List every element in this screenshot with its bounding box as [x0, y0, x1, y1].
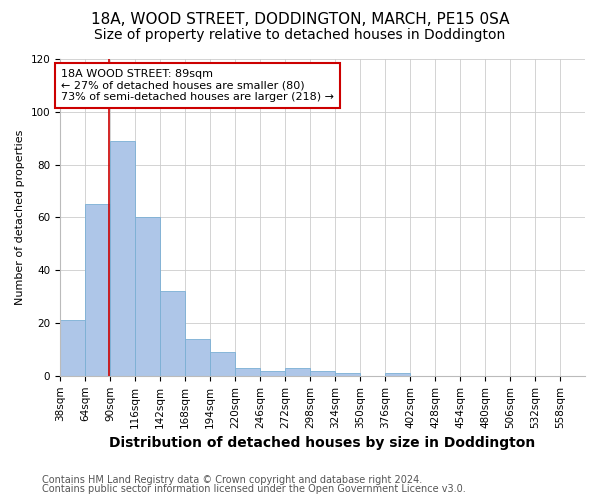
Bar — [135, 218, 160, 376]
Bar — [210, 352, 235, 376]
Text: Contains HM Land Registry data © Crown copyright and database right 2024.: Contains HM Land Registry data © Crown c… — [42, 475, 422, 485]
X-axis label: Distribution of detached houses by size in Doddington: Distribution of detached houses by size … — [109, 436, 536, 450]
Text: Size of property relative to detached houses in Doddington: Size of property relative to detached ho… — [94, 28, 506, 42]
Bar — [260, 370, 285, 376]
Bar — [85, 204, 110, 376]
Bar — [60, 320, 85, 376]
Bar — [335, 373, 360, 376]
Bar — [160, 292, 185, 376]
Bar — [110, 141, 135, 376]
Text: Contains public sector information licensed under the Open Government Licence v3: Contains public sector information licen… — [42, 484, 466, 494]
Bar — [310, 370, 335, 376]
Text: 18A WOOD STREET: 89sqm
← 27% of detached houses are smaller (80)
73% of semi-det: 18A WOOD STREET: 89sqm ← 27% of detached… — [61, 69, 334, 102]
Bar — [185, 339, 210, 376]
Y-axis label: Number of detached properties: Number of detached properties — [15, 130, 25, 305]
Bar — [235, 368, 260, 376]
Text: 18A, WOOD STREET, DODDINGTON, MARCH, PE15 0SA: 18A, WOOD STREET, DODDINGTON, MARCH, PE1… — [91, 12, 509, 28]
Bar — [385, 373, 410, 376]
Bar — [285, 368, 310, 376]
